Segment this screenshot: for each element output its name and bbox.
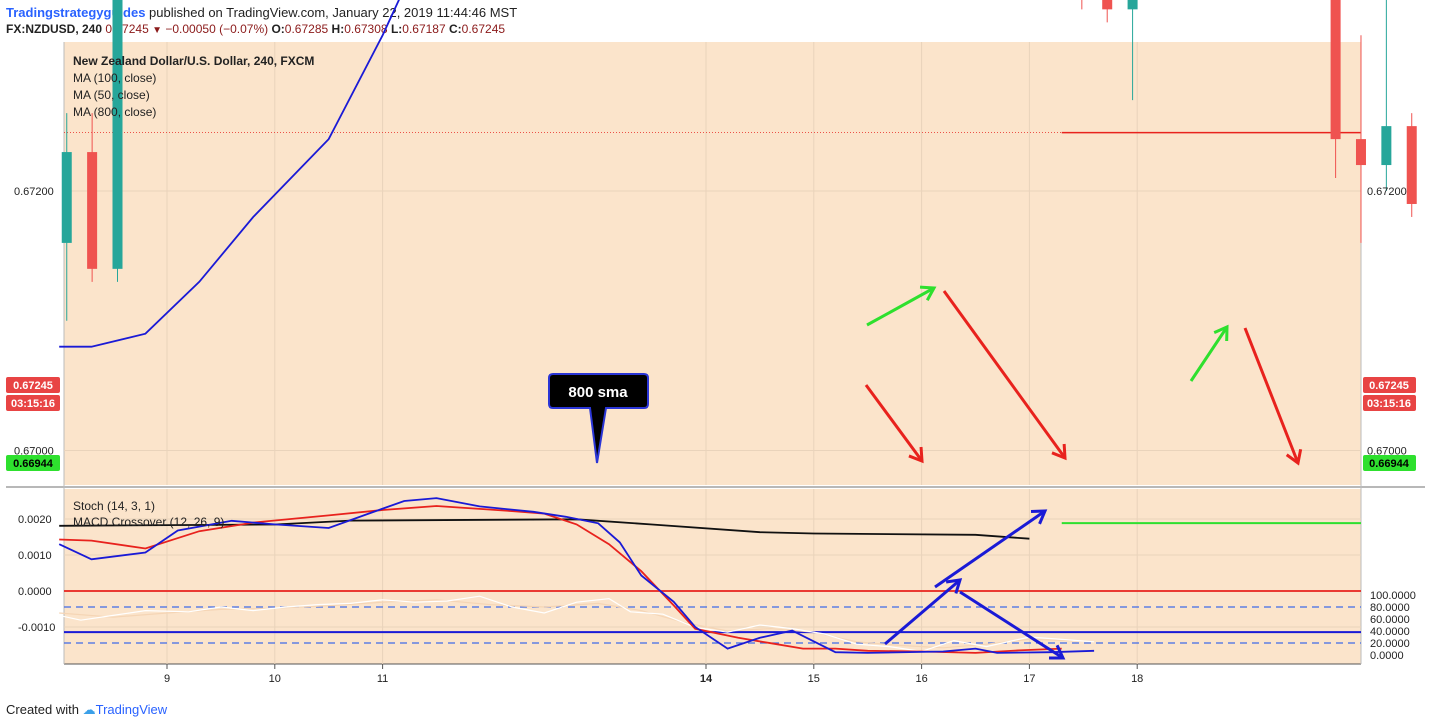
blue-arrow-3-shaft: [959, 590, 1064, 660]
candle-body: [1381, 126, 1392, 166]
price-y-label-left: 0.67000: [14, 446, 54, 458]
blue-arrow-3: [959, 590, 1066, 660]
red-arrow-2-shaft: [942, 290, 1067, 459]
osc-y-label-left: 0.0000: [18, 586, 52, 598]
green-arrow-2-shaft: [1189, 326, 1229, 382]
stoch-y-label-right: 40.0000: [1370, 626, 1410, 638]
created-with-label: Created with: [6, 702, 79, 717]
osc-y-label-left: -0.0010: [18, 622, 55, 634]
ma800-line: [59, 518, 1030, 540]
blue-arrow-2-head: [1030, 509, 1048, 525]
publish-header: Tradingstrategyguides published on Tradi…: [6, 5, 517, 20]
tradingview-brand-link[interactable]: TradingView: [95, 702, 168, 717]
x-tick-label: 10: [269, 673, 281, 685]
ma800-price-label-left: 0.66944: [13, 458, 54, 470]
osc-y-label-left: 0.0010: [18, 550, 52, 562]
candle-body: [1355, 139, 1366, 166]
red-arrow-3-shaft: [1243, 327, 1300, 464]
low-label: L:: [390, 22, 403, 36]
blue-arrow-2-shaft: [934, 509, 1046, 589]
red-arrow-1-shaft: [864, 384, 924, 462]
current-price-tag-left: 0.67245 03:15:16: [6, 377, 60, 411]
ma800-price-label-right: 0.66944: [1369, 458, 1410, 470]
legend-ma50: MA (50, close): [73, 88, 150, 102]
green-arrow-2: [1189, 324, 1229, 382]
green-arrow-1: [866, 285, 937, 327]
low-value: 0.67187: [402, 22, 446, 36]
sma-callout: 800 sma: [548, 373, 649, 464]
stoch-y-label-right: 80.0000: [1370, 602, 1410, 614]
candle-body: [1127, 0, 1138, 10]
x-tick-label: 11: [377, 673, 388, 685]
sma-callout-label: 800 sma: [568, 384, 628, 401]
stoch-y-label-right: 20.0000: [1370, 638, 1410, 650]
ma800-price-tag-right: 0.66944: [1363, 455, 1416, 471]
blue-arrow-1: [884, 578, 963, 646]
oscillator-pane-bg: [64, 489, 1361, 664]
published-text: published on TradingView.com, January 22…: [149, 5, 518, 20]
blue-arrow-2: [934, 509, 1048, 589]
x-tick-label: 14: [700, 673, 713, 685]
candle-body: [87, 152, 98, 269]
countdown-label-left: 03:15:16: [11, 398, 55, 410]
red-arrow-1: [864, 384, 924, 464]
current-price-label-right: 0.67245: [1369, 380, 1409, 392]
blue-arrow-3-head: [1048, 644, 1066, 660]
x-tick-label: 15: [808, 673, 820, 685]
high-value: 0.67308: [344, 22, 388, 36]
close-value: 0.67245: [461, 22, 506, 36]
blue-arrow-1-shaft: [884, 578, 961, 646]
down-triangle-icon: ▼: [152, 25, 163, 36]
x-tick-label: 9: [164, 673, 170, 685]
green-arrow-1-head: [919, 285, 937, 302]
tradingview-logo-icon: ☁: [82, 702, 96, 717]
green-arrow-2-head: [1213, 324, 1229, 342]
current-price-tag-right: 0.67245 03:15:16: [1363, 377, 1416, 411]
high-label: H:: [331, 22, 345, 36]
legend-ma100: MA (100, close): [73, 71, 156, 85]
open-label: O:: [271, 22, 285, 36]
open-value: 0.67285: [284, 22, 329, 36]
red-arrow-2: [942, 290, 1067, 461]
legend-macd: MACD Crossover (12, 26, 9): [73, 515, 224, 529]
candle-body: [1330, 0, 1341, 140]
candle-body: [61, 152, 72, 243]
legend-stoch: Stoch (14, 3, 1): [73, 499, 155, 513]
price-pane-bg: [64, 42, 1361, 485]
ma800-price-tag-left: 0.66944: [6, 455, 60, 471]
candle-body: [112, 0, 123, 269]
macd-line: [58, 497, 1095, 654]
ma100-line: [59, 0, 400, 348]
red-arrow-3: [1243, 327, 1303, 466]
candle-body: [1406, 126, 1417, 204]
stoch-y-label-right: 100.0000: [1370, 590, 1416, 602]
red-arrow-3-head: [1285, 448, 1303, 466]
current-price-label-left: 0.67245: [13, 380, 53, 392]
red-arrow-1-head: [908, 446, 924, 464]
blue-arrow-1-head: [945, 578, 963, 594]
price-y-label-left: 0.67200: [14, 186, 54, 198]
red-arrow-2-head: [1051, 443, 1067, 461]
x-tick-label: 17: [1023, 673, 1035, 685]
symbol-label: FX:NZDUSD, 240: [6, 22, 103, 36]
countdown-label-right: 03:15:16: [1367, 398, 1411, 410]
stoch-y-label-right: 60.0000: [1370, 614, 1410, 626]
stoch-y-label-right: 0.0000: [1370, 650, 1404, 662]
candle-body: [1102, 0, 1113, 10]
osc-y-label-left: 0.0020: [18, 514, 52, 526]
chart-title: New Zealand Dollar/U.S. Dollar, 240, FXC…: [73, 54, 314, 68]
x-tick-label: 16: [915, 673, 927, 685]
legend-ma800: MA (800, close): [73, 105, 156, 119]
publisher-link[interactable]: Tradingstrategyguides: [6, 5, 146, 20]
price-change: −0.00050 (−0.07%): [165, 22, 269, 36]
close-label: C:: [449, 22, 462, 36]
price-y-label-right: 0.67200: [1367, 186, 1407, 198]
price-y-label-right: 0.67000: [1367, 446, 1407, 458]
x-tick-label: 18: [1131, 673, 1143, 685]
green-arrow-1-shaft: [866, 286, 935, 327]
footer: Created with ☁TradingView: [6, 702, 167, 718]
stoch-d-line: [59, 599, 1073, 649]
stoch-k-line: [59, 595, 1095, 653]
